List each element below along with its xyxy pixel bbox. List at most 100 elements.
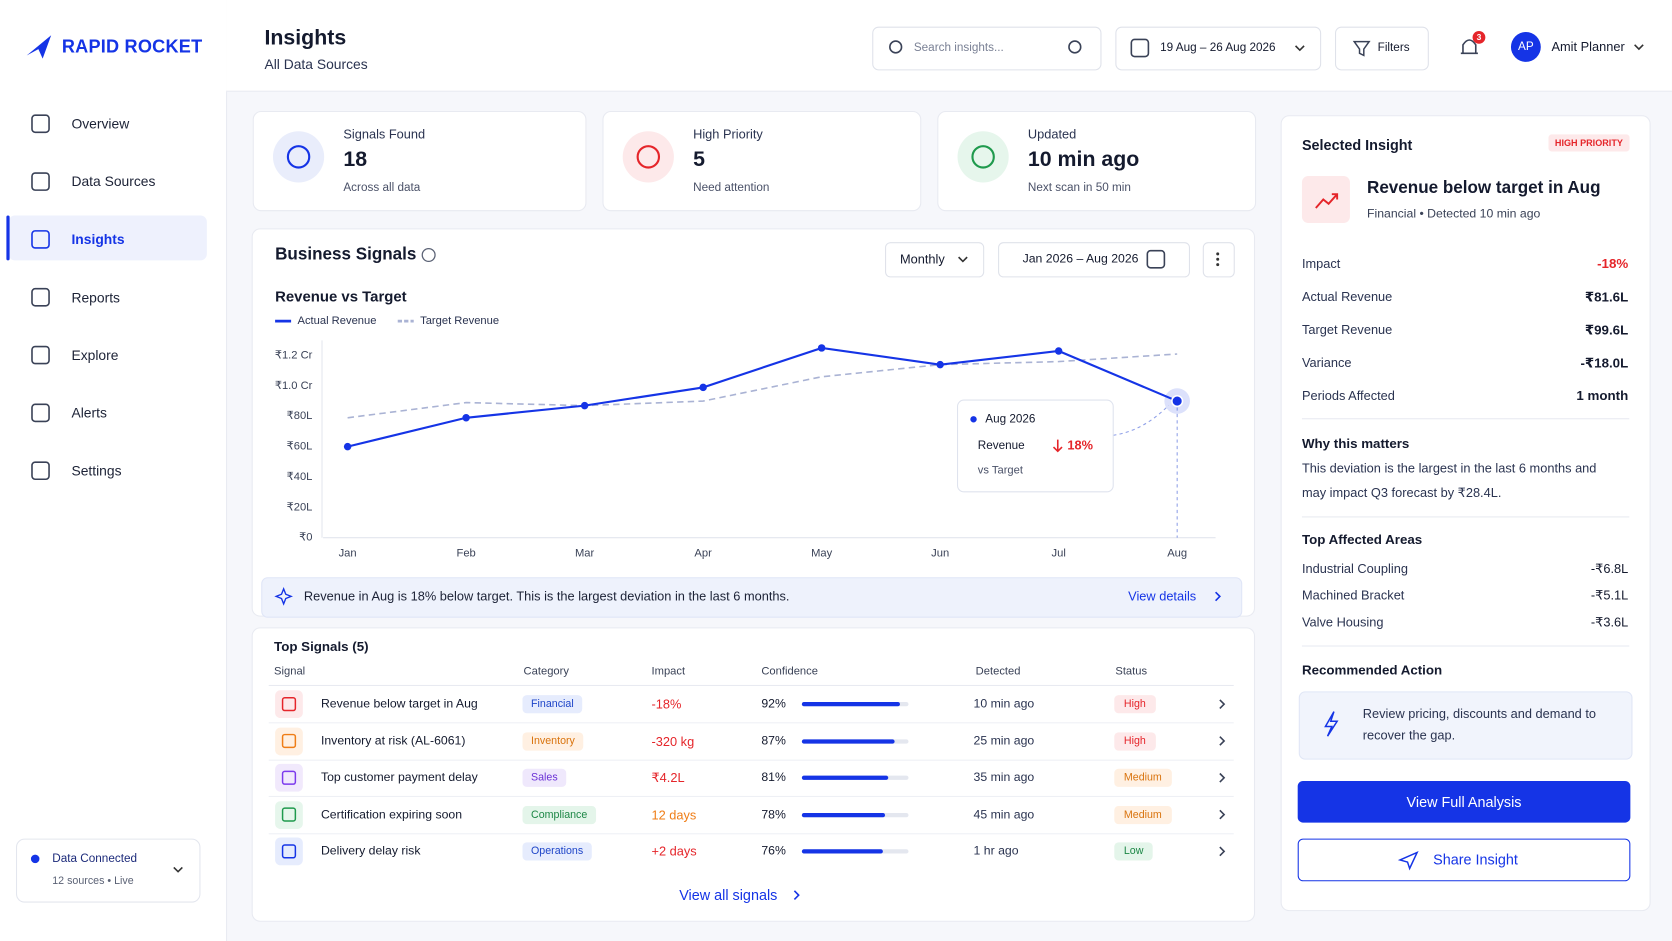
point bbox=[699, 383, 707, 392]
nav-item[interactable]: Alerts bbox=[71, 404, 107, 421]
kpi-note: Next scan in 50 min bbox=[1027, 181, 1131, 195]
primary-button[interactable] bbox=[1297, 780, 1631, 823]
panel-heading: Selected Insight bbox=[1301, 137, 1413, 154]
bell-icon bbox=[1460, 39, 1478, 55]
nav-item[interactable]: Reports bbox=[71, 289, 120, 306]
kpi-icon bbox=[971, 145, 995, 169]
kpi-value: 10 min ago bbox=[1027, 147, 1140, 172]
column-header: Category bbox=[523, 664, 569, 678]
signal-name: Inventory at risk (AL-6061) bbox=[320, 734, 466, 748]
status-pill: Medium bbox=[1114, 805, 1172, 824]
kpi-label: Signals Found bbox=[343, 126, 426, 142]
logo-icon bbox=[26, 35, 52, 59]
detected: 1 hr ago bbox=[973, 844, 1019, 858]
row-rule bbox=[268, 722, 1234, 724]
secondary-button-label: Share Insight bbox=[1433, 851, 1518, 868]
secondary-button[interactable] bbox=[1297, 838, 1631, 882]
y-tick-label: ₹1.0 Cr bbox=[275, 380, 313, 392]
signal-name: Delivery delay risk bbox=[320, 844, 421, 858]
row-rule bbox=[268, 795, 1234, 797]
area-value: -₹5.1L bbox=[1590, 587, 1629, 603]
banner-link[interactable]: View details bbox=[1128, 588, 1197, 604]
icon bbox=[1146, 249, 1166, 269]
icon bbox=[31, 114, 50, 134]
avatar-initials[interactable]: AP bbox=[1518, 40, 1534, 54]
chevron bbox=[173, 866, 183, 873]
date-picker[interactable] bbox=[1115, 26, 1322, 71]
divider bbox=[1301, 516, 1630, 518]
filters-button[interactable] bbox=[1335, 26, 1429, 71]
signal-name: Top customer payment delay bbox=[320, 771, 478, 785]
period-select[interactable] bbox=[885, 242, 985, 278]
x-tick-label: Aug bbox=[1167, 548, 1187, 560]
search-box[interactable] bbox=[872, 26, 1102, 71]
action-box bbox=[1298, 691, 1633, 760]
icon bbox=[31, 230, 50, 249]
metric-label: Target Revenue bbox=[1301, 322, 1393, 338]
status-pill: Low bbox=[1114, 842, 1154, 861]
y-tick-label: ₹1.2 Cr bbox=[275, 349, 313, 361]
page-subtitle: All Data Sources bbox=[264, 56, 368, 73]
point bbox=[817, 344, 826, 352]
kpi-note: Need attention bbox=[693, 181, 770, 195]
x-tick-label: Apr bbox=[694, 548, 712, 560]
impact: -18% bbox=[651, 696, 682, 712]
icon bbox=[31, 345, 50, 365]
y-tick-label: ₹40L bbox=[287, 471, 313, 483]
view-all-link[interactable]: View all signals bbox=[679, 887, 778, 904]
column-header: Status bbox=[1115, 664, 1148, 678]
icon bbox=[31, 172, 50, 191]
user-name[interactable]: Amit Planner bbox=[1551, 39, 1625, 55]
nav-item[interactable]: Data Sources bbox=[71, 173, 156, 190]
column-header: Confidence bbox=[761, 664, 818, 678]
metric-value: -18% bbox=[1597, 256, 1629, 271]
x-tick-label: Mar bbox=[575, 548, 595, 560]
confidence-bar bbox=[801, 702, 900, 707]
nav-item[interactable]: Explore bbox=[71, 347, 119, 364]
signal-name: Certification expiring soon bbox=[320, 808, 463, 821]
section-title: Business Signals bbox=[275, 245, 417, 264]
chevron bbox=[1219, 846, 1226, 857]
kpi-value: 5 bbox=[693, 147, 705, 172]
header-rule bbox=[268, 684, 1234, 687]
detected: 10 min ago bbox=[973, 697, 1035, 711]
y-tick-label: ₹0 bbox=[299, 532, 312, 544]
insight-title: Revenue below target in Aug bbox=[1366, 179, 1601, 198]
column-header: Impact bbox=[651, 664, 686, 678]
icon bbox=[31, 403, 50, 423]
impact: ₹4.2L bbox=[651, 770, 685, 786]
category-pill: Financial bbox=[522, 695, 583, 714]
connection-box[interactable] bbox=[15, 838, 201, 903]
chevron bbox=[1634, 44, 1644, 51]
series-line bbox=[347, 353, 1178, 419]
category-pill: Compliance bbox=[522, 805, 596, 824]
divider bbox=[1301, 418, 1630, 420]
insight-banner bbox=[261, 577, 1243, 618]
signal-icon bbox=[275, 727, 303, 755]
nav-item[interactable]: Overview bbox=[71, 115, 130, 132]
nav-item[interactable]: Insights bbox=[71, 231, 125, 248]
date-range: 19 Aug – 26 Aug 2026 bbox=[1160, 41, 1276, 55]
signal-glyph bbox=[281, 697, 297, 712]
divider bbox=[1301, 645, 1630, 647]
filters-label: Filters bbox=[1377, 41, 1410, 55]
range-select[interactable] bbox=[998, 242, 1190, 278]
column-header: Signal bbox=[274, 664, 306, 678]
status-pill: High bbox=[1114, 731, 1156, 751]
trend-icon bbox=[1315, 193, 1339, 209]
area-label: Industrial Coupling bbox=[1301, 561, 1408, 577]
x-tick-label: Jun bbox=[931, 548, 949, 560]
sidebar bbox=[0, 0, 228, 941]
nav-item[interactable]: Settings bbox=[71, 462, 122, 479]
confidence-label: 81% bbox=[761, 771, 786, 785]
point bbox=[936, 360, 944, 369]
y-tick-label: ₹80L bbox=[287, 410, 313, 422]
kpi-value: 18 bbox=[343, 147, 368, 172]
insight-icon bbox=[1301, 176, 1350, 223]
action-text: Review pricing, discounts and demand to … bbox=[1362, 706, 1597, 743]
point bbox=[580, 401, 589, 410]
more-dot bbox=[1216, 252, 1220, 256]
kpi-card bbox=[252, 110, 587, 212]
more-dot bbox=[1216, 257, 1220, 261]
